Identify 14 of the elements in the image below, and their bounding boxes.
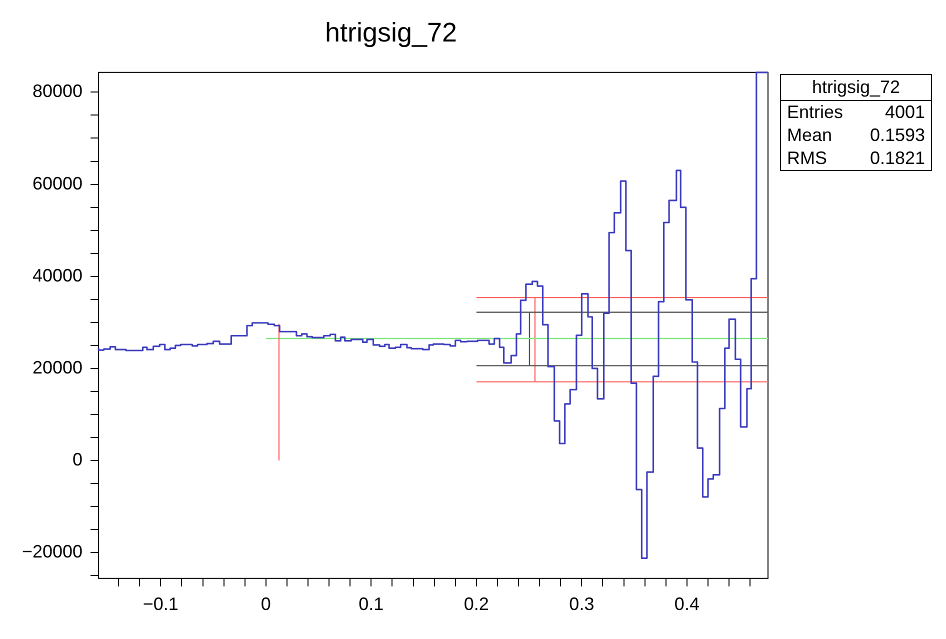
x-tick-label: 0 [260, 594, 271, 614]
x-tick-label: 0.2 [464, 594, 489, 614]
chart-title: htrigsig_72 [324, 18, 458, 48]
y-tick-label: 60000 [32, 173, 83, 194]
x-tick-label: 0.1 [358, 594, 384, 614]
stats-box: htrigsig_72 Entries 4001 Mean 0.1593 RMS 0.1821 [780, 74, 932, 171]
y-tick-label: 20000 [32, 357, 83, 378]
y-tick-label: 0 [72, 450, 83, 470]
x-tick-label: 0.4 [674, 594, 700, 614]
x-tick-label: 0.3 [569, 594, 594, 614]
y-tick-label: −20000 [22, 542, 83, 562]
y-tick-label: 80000 [32, 81, 83, 102]
y-tick-label: 40000 [32, 265, 83, 286]
x-tick-label: −0.1 [142, 594, 178, 614]
